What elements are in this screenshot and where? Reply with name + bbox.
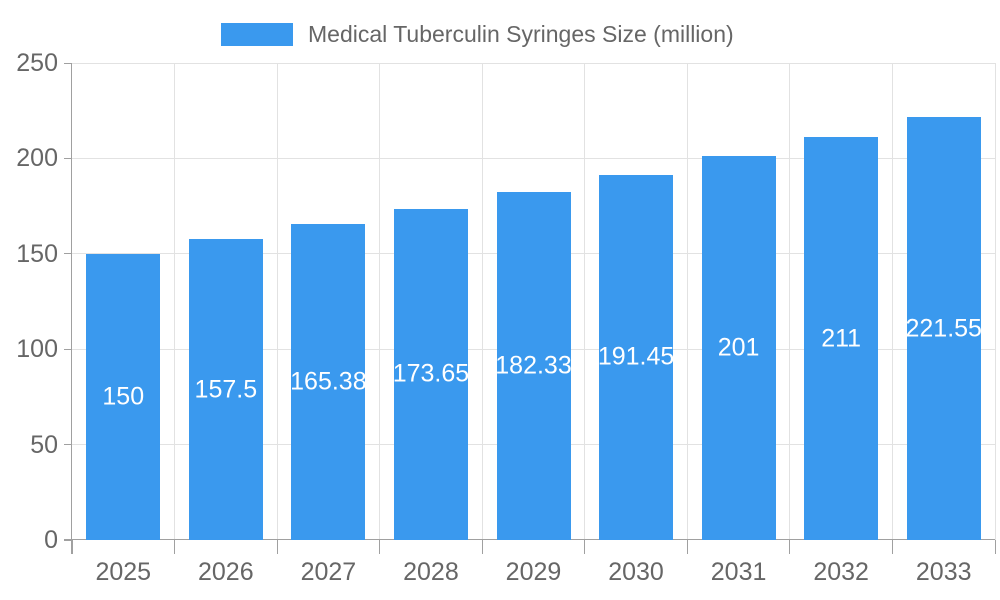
bar-value-label: 150 (102, 382, 145, 411)
bar-2028[interactable] (393, 208, 468, 540)
bar-2027[interactable] (291, 224, 366, 540)
bar-2031[interactable] (701, 156, 776, 540)
gridline-vertical (276, 63, 278, 540)
y-axis-line (71, 63, 72, 554)
y-axis-label: 150 (16, 239, 58, 268)
x-axis-label: 2026 (198, 558, 254, 586)
x-axis-tick (379, 540, 381, 554)
gridline-vertical (891, 63, 893, 540)
x-axis-tick (71, 540, 73, 554)
bar-2032[interactable] (804, 137, 879, 540)
y-axis-label: 0 (44, 526, 58, 554)
x-axis-tick (584, 540, 586, 554)
x-axis-tick (686, 540, 688, 554)
y-axis-label: 200 (16, 144, 58, 173)
x-axis-label: 2028 (403, 558, 459, 586)
bar-2033[interactable] (906, 117, 981, 540)
bar-value-label: 173.65 (392, 359, 470, 388)
bar-2030[interactable] (599, 174, 674, 540)
x-axis-tick (891, 540, 893, 554)
bar-value-label: 201 (717, 333, 760, 362)
y-axis-tick (64, 444, 72, 446)
legend-label: Medical Tuberculin Syringes Size (millio… (308, 21, 734, 47)
gridline-horizontal (72, 157, 995, 159)
y-axis-label: 250 (16, 49, 58, 77)
y-axis-tick (64, 348, 72, 350)
y-axis-tick (64, 62, 72, 64)
x-axis-label: 2031 (710, 558, 767, 586)
x-axis-label: 2029 (505, 558, 562, 586)
legend[interactable]: Medical Tuberculin Syringes Size (millio… (221, 21, 734, 48)
bar-value-label: 191.45 (597, 342, 675, 371)
x-axis-label: 2033 (915, 558, 972, 586)
gridline-vertical (481, 63, 483, 540)
gridline-vertical (994, 63, 996, 540)
x-axis-tick (481, 540, 483, 554)
bar-value-label: 221.55 (905, 314, 982, 343)
x-axis-tick (994, 540, 996, 554)
y-axis-tick (64, 253, 72, 255)
bar-2026[interactable] (188, 239, 263, 540)
x-axis-label: 2030 (608, 558, 664, 586)
bar-value-label: 182.33 (495, 351, 572, 380)
y-axis-tick (64, 539, 72, 541)
bar-value-label: 211 (821, 324, 862, 353)
y-axis-label: 100 (16, 335, 58, 364)
x-axis-label: 2027 (300, 558, 357, 586)
x-axis-tick (789, 540, 791, 554)
bar-value-label: 157.5 (194, 375, 258, 404)
gridline-vertical (379, 63, 381, 540)
gridline-vertical (584, 63, 586, 540)
gridline-vertical (789, 63, 791, 540)
y-axis-tick (64, 157, 72, 159)
gridline-vertical (686, 63, 688, 540)
x-axis-label: 2032 (813, 558, 869, 586)
x-axis-tick (276, 540, 278, 554)
x-axis-tick (174, 540, 176, 554)
bar-2025[interactable] (86, 253, 161, 540)
bar-value-label: 165.38 (290, 367, 367, 396)
x-axis-label: 2025 (95, 558, 152, 586)
gridline-horizontal (72, 62, 995, 64)
bar-2029[interactable] (496, 192, 571, 540)
y-axis-label: 50 (30, 430, 58, 459)
gridline-vertical (174, 63, 176, 540)
legend-swatch (221, 23, 293, 46)
